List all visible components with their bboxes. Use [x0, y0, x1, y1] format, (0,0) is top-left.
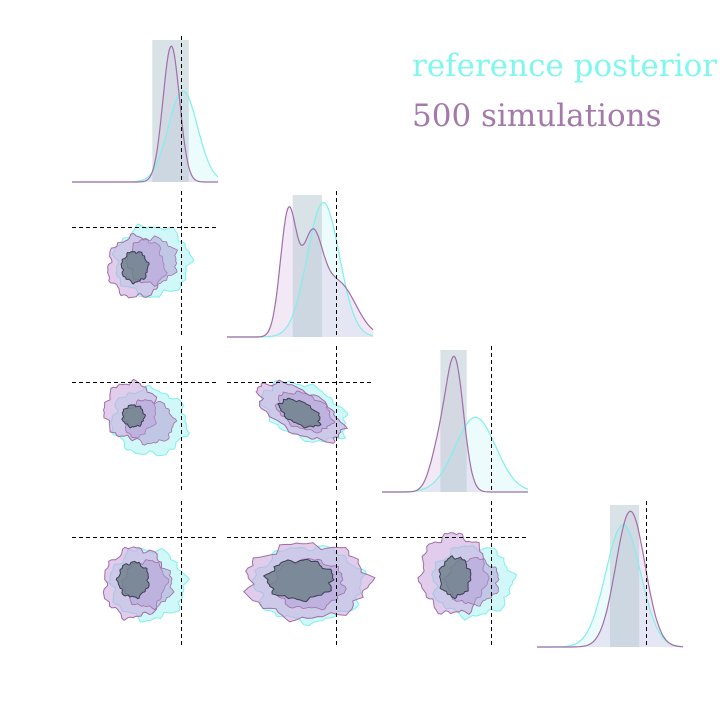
- marginal-2-credible-interval: [292, 195, 322, 337]
- pair-4-2-inner: [262, 558, 335, 603]
- marginal-4-simulation-curve: [537, 510, 684, 648]
- marginal-3-simulation-curve: [382, 355, 528, 493]
- pair-4-1-inner: [115, 560, 150, 600]
- pair-2-1-inner: [120, 250, 150, 285]
- marginal-2-simulation-curve: [227, 205, 374, 338]
- pair-3-1-inner: [121, 404, 146, 429]
- pair-3-2-inner: [277, 397, 322, 429]
- legend-entry-1: reference posterior: [412, 48, 717, 84]
- pair-4-3-inner: [438, 555, 472, 600]
- legend-entry-2: 500 simulations: [412, 98, 662, 134]
- marginal-3-credible-interval: [440, 350, 467, 492]
- marginal-1-reference-fill: [72, 91, 218, 182]
- marginal-1-simulation-curve: [72, 45, 218, 183]
- marginal-4-credible-interval: [610, 505, 640, 647]
